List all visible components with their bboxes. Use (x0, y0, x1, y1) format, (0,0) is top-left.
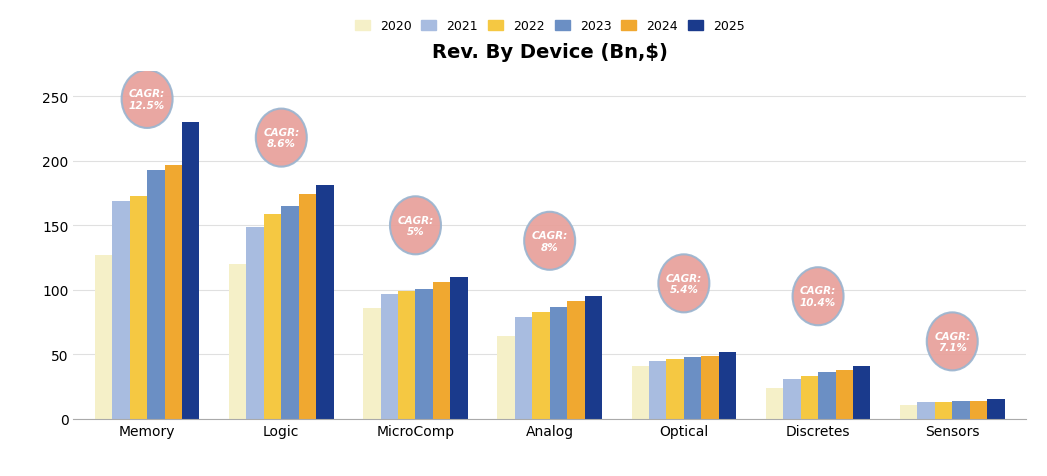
Bar (567, 302, 584, 419)
Bar (900, 405, 917, 419)
Text: 全球半導體市場營收按器件: 全球半導體市場營收按器件 (10, 20, 131, 38)
Text: CAGR:
8.6%: CAGR: 8.6% (263, 128, 299, 149)
Bar (987, 399, 1004, 419)
Text: CAGR:
7.1%: CAGR: 7.1% (934, 331, 971, 352)
Bar (282, 207, 298, 419)
Bar (836, 370, 853, 419)
Bar (532, 312, 550, 419)
Bar (667, 360, 684, 419)
Ellipse shape (389, 197, 441, 255)
Bar (783, 379, 801, 419)
Bar (381, 294, 398, 419)
Bar (164, 165, 182, 419)
Bar (432, 282, 450, 419)
Bar (497, 337, 515, 419)
Bar (182, 123, 199, 419)
Bar (953, 401, 970, 419)
Bar (853, 366, 870, 419)
Bar (316, 186, 334, 419)
Bar (584, 297, 602, 419)
Text: CAGR:
10.4%: CAGR: 10.4% (800, 286, 837, 307)
Bar (95, 256, 112, 419)
Bar (515, 317, 532, 419)
Ellipse shape (255, 109, 307, 167)
Bar (684, 357, 701, 419)
Text: CAGR:
5%: CAGR: 5% (398, 215, 433, 237)
Bar (112, 201, 130, 419)
Bar (264, 214, 282, 419)
Bar (718, 352, 736, 419)
Bar (818, 373, 836, 419)
Bar (801, 377, 818, 419)
Bar (917, 402, 935, 419)
Bar (363, 308, 381, 419)
Text: CAGR:
12.5%: CAGR: 12.5% (129, 89, 165, 110)
Bar (450, 278, 468, 419)
Bar (649, 361, 667, 419)
Bar (416, 289, 432, 419)
Bar (701, 356, 718, 419)
Bar (398, 291, 416, 419)
Bar (246, 227, 264, 419)
Text: CAGR:
5.4%: CAGR: 5.4% (666, 273, 701, 295)
Ellipse shape (525, 212, 575, 270)
Bar (765, 388, 783, 419)
Bar (130, 196, 147, 419)
Ellipse shape (927, 313, 978, 371)
Ellipse shape (659, 255, 710, 313)
Bar (147, 170, 164, 419)
Bar (550, 307, 567, 419)
Ellipse shape (121, 71, 173, 129)
Bar (298, 195, 316, 419)
Legend: 2020, 2021, 2022, 2023, 2024, 2025: 2020, 2021, 2022, 2023, 2024, 2025 (350, 15, 750, 38)
Bar (935, 402, 953, 419)
Bar (229, 265, 246, 419)
Bar (631, 366, 649, 419)
Text: CAGR:
8%: CAGR: 8% (532, 230, 567, 252)
Title: Rev. By Device (Bn,$): Rev. By Device (Bn,$) (431, 42, 668, 61)
Bar (970, 401, 987, 419)
Ellipse shape (793, 268, 844, 326)
